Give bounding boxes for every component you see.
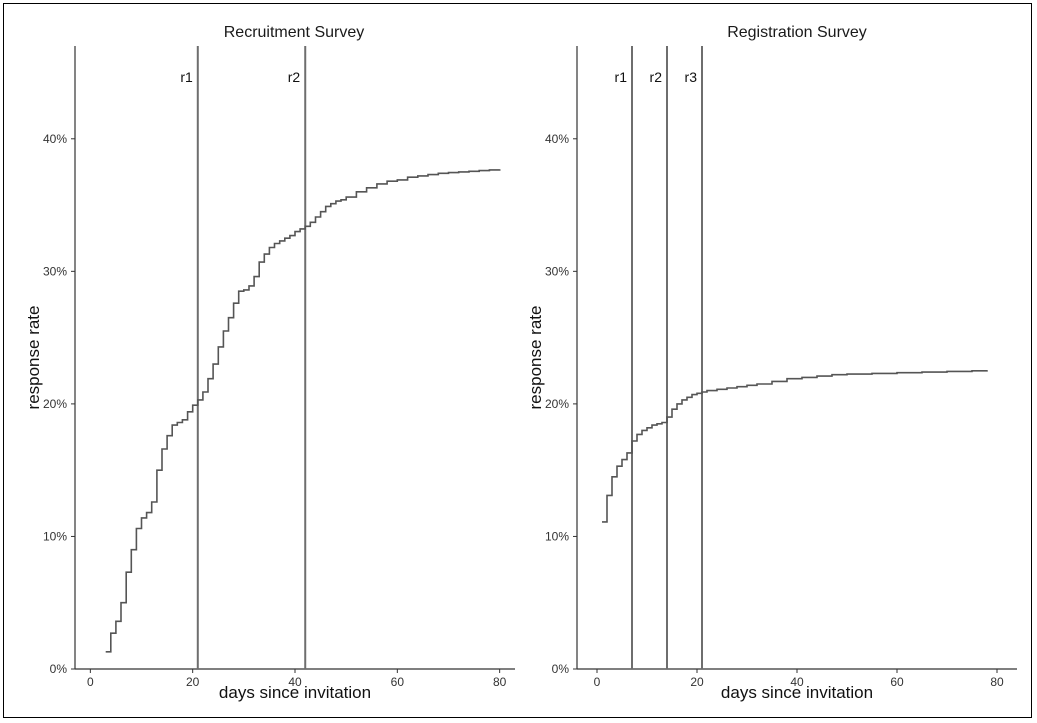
x-tick-label: 20	[690, 675, 704, 689]
x-tick-label: 60	[890, 675, 904, 689]
y-tick-label: 20%	[545, 397, 569, 411]
x-tick-label: 80	[990, 675, 1004, 689]
y-tick-label: 0%	[552, 662, 570, 676]
response-rate-series	[602, 370, 988, 523]
chart-panel-1: Recruitment Survey 0% 10% 20% 30% 40% 0 20 40 60 8…	[24, 24, 515, 702]
response-rate-series	[105, 169, 501, 653]
x-tick-label: 20	[186, 675, 200, 689]
x-tick-label: 80	[493, 675, 507, 689]
x-tick-label: 0	[87, 675, 94, 689]
figure-frame	[3, 3, 1032, 718]
reminder-label: r3	[685, 69, 698, 85]
reminder-label: r1	[615, 69, 628, 85]
x-axis-title: days since invitation	[219, 683, 371, 702]
x-tick-label: 40	[288, 675, 302, 689]
y-tick-label: 20%	[43, 397, 67, 411]
chart-title: Registration Survey	[727, 24, 867, 41]
reminder-label: r1	[180, 69, 193, 85]
x-tick-label: 0	[594, 675, 601, 689]
y-tick-label: 40%	[43, 132, 67, 146]
reminder-label: r2	[650, 69, 663, 85]
y-tick-label: 10%	[43, 529, 67, 543]
y-tick-label: 30%	[545, 264, 569, 278]
chart-panel-2: Registration Survey 0% 10% 20% 30% 40% 0 20 40 60…	[526, 24, 1017, 702]
y-tick-label: 0%	[50, 662, 68, 676]
y-axis-title: response rate	[526, 306, 545, 410]
x-tick-label: 60	[391, 675, 405, 689]
chart-title: Recruitment Survey	[224, 24, 365, 41]
y-axis-title: response rate	[24, 306, 43, 410]
x-axis-title: days since invitation	[721, 683, 873, 702]
y-tick-label: 10%	[545, 529, 569, 543]
y-tick-label: 30%	[43, 264, 67, 278]
reminder-label: r2	[288, 69, 301, 85]
y-tick-label: 40%	[545, 132, 569, 146]
x-tick-label: 40	[790, 675, 804, 689]
